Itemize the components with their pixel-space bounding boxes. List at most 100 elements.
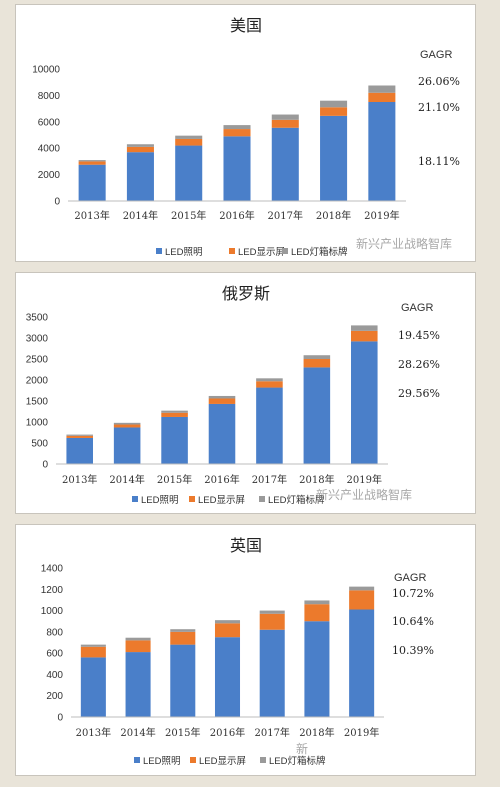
bar-signage bbox=[175, 135, 203, 139]
bar-lighting bbox=[303, 367, 331, 464]
bar-display bbox=[208, 398, 236, 404]
bar-display bbox=[66, 435, 93, 438]
bar-lighting bbox=[208, 403, 236, 464]
gagr-value-display: 10.64% bbox=[392, 615, 434, 628]
bar-display bbox=[259, 613, 285, 630]
x-tick-label: 2018年 bbox=[316, 209, 351, 222]
bar-lighting bbox=[223, 136, 251, 201]
legend-label-signage: LED灯箱标牌 bbox=[269, 755, 326, 767]
legend-label-display: LED显示屏 bbox=[198, 495, 245, 506]
x-tick-label: 2019年 bbox=[364, 209, 399, 222]
x-tick-label: 2013年 bbox=[76, 726, 111, 739]
bar-display bbox=[349, 590, 375, 610]
x-tick-label: 2015年 bbox=[165, 726, 200, 739]
chart-usa: 美国 0 2000 4000 6000 8000 10000 2013年 2014年 2015… bbox=[32, 16, 460, 258]
legend-label-signage: LED灯箱标牌 bbox=[268, 494, 325, 506]
gagr-value-display: 28.26% bbox=[398, 358, 440, 371]
x-tick-label: 2013年 bbox=[62, 473, 97, 486]
bar-display bbox=[80, 646, 106, 658]
chart-panel-russia: 俄罗斯 0 500 1000 1500 2000 2500 3000 3500 2013年 20… bbox=[15, 272, 476, 514]
x-tick-label: 2019年 bbox=[347, 473, 382, 486]
watermark: 新 bbox=[296, 741, 308, 756]
x-tick-label: 2016年 bbox=[204, 473, 239, 486]
bar-signage bbox=[170, 629, 196, 632]
x-tick-label: 2017年 bbox=[268, 209, 303, 222]
y-tick-label: 3000 bbox=[26, 334, 49, 345]
gagr-value-signage: 10.72% bbox=[392, 587, 434, 600]
bar-lighting bbox=[78, 164, 106, 201]
gagr-label: GAGR bbox=[420, 49, 452, 61]
x-tick-label: 2014年 bbox=[120, 726, 155, 739]
bar-display bbox=[113, 424, 141, 428]
bar-lighting bbox=[304, 621, 330, 717]
bar-lighting bbox=[66, 437, 93, 464]
x-tick-label: 2015年 bbox=[157, 473, 192, 486]
bar-display bbox=[126, 146, 154, 153]
y-tick-label: 400 bbox=[46, 670, 63, 681]
bar-lighting bbox=[125, 652, 151, 717]
bar-lighting bbox=[368, 102, 396, 201]
bar-signage bbox=[259, 610, 285, 614]
bar-display bbox=[271, 119, 299, 128]
bar-display bbox=[125, 640, 151, 653]
bar-display bbox=[303, 359, 331, 368]
legend-swatch-signage bbox=[259, 496, 265, 502]
x-axis: 2013年 2014年 2015年 2016年 2017年 2018年 2019年 bbox=[68, 200, 406, 222]
bar-lighting bbox=[214, 637, 241, 717]
legend-label-lighting: LED照明 bbox=[143, 756, 180, 767]
legend-label-lighting: LED照明 bbox=[141, 495, 178, 506]
x-axis: 2013年 2014年 2015年 2016年 2017年 2018年 2019年 bbox=[56, 463, 388, 486]
legend-label-lighting: LED照明 bbox=[165, 247, 202, 258]
gagr-value-lighting: 18.11% bbox=[418, 155, 460, 168]
bar-display bbox=[368, 92, 396, 102]
legend-swatch-lighting bbox=[134, 757, 140, 763]
legend-swatch-lighting bbox=[156, 248, 162, 254]
bar-display bbox=[256, 381, 283, 388]
y-tick-label: 10000 bbox=[32, 65, 60, 76]
bar-display bbox=[161, 412, 188, 417]
bar-signage bbox=[304, 600, 330, 605]
legend-swatch-signage bbox=[282, 248, 288, 254]
bar-lighting bbox=[170, 644, 196, 717]
legend-label-display: LED显示屏 bbox=[238, 247, 285, 258]
bar-signage bbox=[320, 100, 348, 108]
legend-swatch-display bbox=[189, 496, 195, 502]
bar-display bbox=[78, 161, 106, 165]
x-axis: 2013年 2014年 2015年 2016年 2017年 2018年 2019年 bbox=[71, 716, 384, 739]
bars bbox=[66, 325, 378, 464]
y-tick-label: 800 bbox=[46, 627, 63, 638]
bar-lighting bbox=[113, 427, 141, 464]
legend-swatch-display bbox=[229, 248, 235, 254]
bar-display bbox=[223, 129, 251, 137]
bar-display bbox=[214, 623, 241, 638]
bar-signage bbox=[78, 160, 106, 162]
bar-display bbox=[351, 330, 378, 342]
legend: LED照明 LED显示屏 LED灯箱标牌 bbox=[132, 494, 325, 506]
bar-signage bbox=[214, 620, 241, 624]
bars bbox=[78, 85, 396, 201]
x-tick-label: 2015年 bbox=[171, 209, 206, 222]
bar-lighting bbox=[256, 387, 283, 464]
x-tick-label: 2019年 bbox=[344, 726, 379, 739]
legend-swatch-signage bbox=[260, 757, 266, 763]
y-tick-label: 1000 bbox=[41, 606, 64, 617]
bar-signage bbox=[368, 85, 396, 93]
y-tick-label: 0 bbox=[54, 197, 60, 208]
bar-signage bbox=[113, 422, 141, 425]
bar-display bbox=[320, 107, 348, 116]
gagr-label: GAGR bbox=[394, 572, 426, 584]
chart-panel-usa: 美国 0 2000 4000 6000 8000 10000 2013年 2014年 2015… bbox=[15, 4, 476, 262]
bar-display bbox=[175, 138, 203, 146]
gagr-value-lighting: 29.56% bbox=[398, 387, 440, 400]
bar-signage bbox=[256, 378, 283, 382]
x-tick-label: 2017年 bbox=[252, 473, 287, 486]
watermark: 新兴产业战略智库 bbox=[356, 236, 452, 251]
y-tick-label: 1200 bbox=[41, 585, 64, 596]
chart-title: 英国 bbox=[230, 536, 262, 555]
bar-signage bbox=[66, 434, 93, 436]
bar-signage bbox=[208, 395, 236, 399]
gagr-value-signage: 19.45% bbox=[398, 329, 440, 342]
chart-panel-uk: 英国 0 200 400 600 800 1000 1200 1400 2013年 2014年 2… bbox=[15, 524, 476, 776]
gagr-label: GAGR bbox=[401, 302, 433, 314]
